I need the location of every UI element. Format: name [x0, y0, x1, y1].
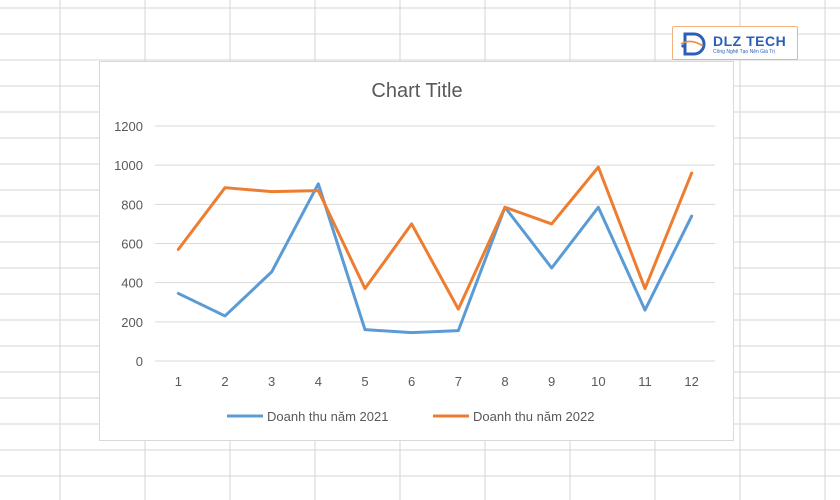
x-tick-label: 2 — [221, 374, 228, 389]
y-tick-label: 0 — [136, 354, 143, 369]
x-tick-label: 10 — [591, 374, 605, 389]
x-tick-label: 5 — [361, 374, 368, 389]
legend-label-1: Doanh thu năm 2021 — [267, 409, 388, 424]
x-tick-label: 12 — [684, 374, 698, 389]
x-tick-label: 3 — [268, 374, 275, 389]
y-tick-label: 1000 — [114, 158, 143, 173]
series-line-2 — [176, 165, 694, 311]
brand-logo: DLZ TECH Công Nghệ Tạo Nên Giá Trị — [672, 26, 798, 60]
legend-label-2: Doanh thu năm 2022 — [473, 409, 594, 424]
y-tick-label: 600 — [121, 237, 143, 252]
x-tick-label: 7 — [455, 374, 462, 389]
chart-area[interactable]: Chart Title 0 200 400 600 800 1000 1200 1 2 3 4 5 6 7 8… — [99, 61, 734, 441]
logo-d-icon — [680, 32, 706, 56]
y-tick-label: 400 — [121, 276, 143, 291]
x-tick-label: 11 — [638, 374, 652, 389]
y-tick-label: 200 — [121, 315, 143, 330]
y-tick-label: 800 — [121, 197, 143, 212]
x-tick-label: 6 — [408, 374, 415, 389]
x-tick-label: 4 — [315, 374, 322, 389]
x-tick-label: 9 — [548, 374, 555, 389]
x-tick-label: 8 — [501, 374, 508, 389]
logo-subtext: Công Nghệ Tạo Nên Giá Trị — [713, 49, 775, 55]
series-line-1 — [176, 182, 694, 335]
chart-title: Chart Title — [371, 80, 462, 102]
y-tick-label: 1200 — [114, 119, 143, 134]
x-tick-label: 1 — [175, 374, 182, 389]
logo-text: DLZ TECH — [713, 33, 787, 49]
